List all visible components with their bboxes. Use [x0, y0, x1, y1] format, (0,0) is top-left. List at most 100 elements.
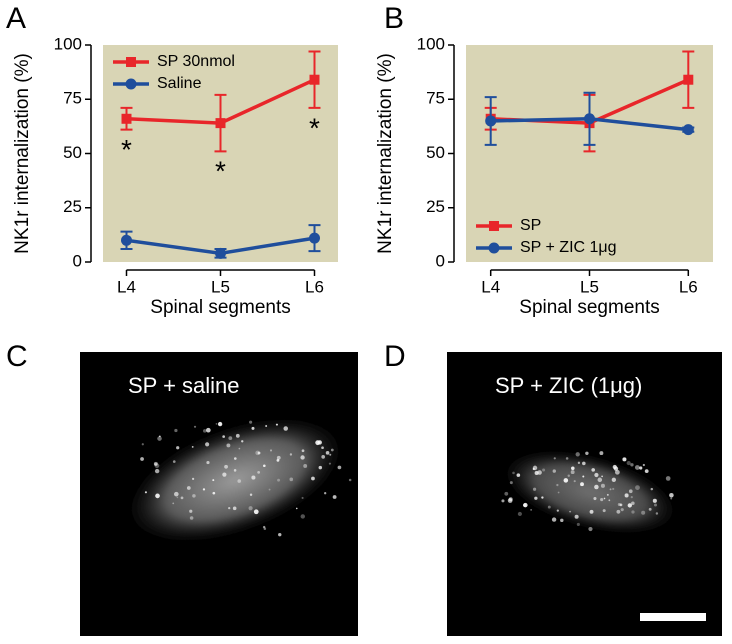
marker	[309, 232, 320, 244]
speckle	[202, 488, 206, 491]
speckle	[180, 496, 184, 500]
speckle	[332, 495, 337, 499]
speckle	[277, 478, 281, 482]
speckle	[569, 510, 572, 513]
speckle	[222, 435, 225, 438]
speckle	[611, 477, 617, 482]
speckle	[141, 443, 144, 446]
speckle	[648, 507, 652, 511]
speckle	[501, 499, 505, 503]
speckle	[594, 472, 599, 478]
speckle	[614, 469, 620, 475]
speckle	[552, 469, 556, 473]
speckle	[628, 489, 633, 494]
speckle	[669, 493, 674, 498]
speckle	[235, 433, 240, 438]
speckle	[237, 479, 242, 483]
speckle	[576, 522, 580, 527]
speckle	[253, 509, 259, 515]
speckle	[257, 471, 261, 474]
speckle	[631, 501, 635, 506]
speckle	[251, 426, 255, 430]
marker	[309, 74, 320, 85]
speckle	[193, 425, 197, 428]
speckle	[650, 487, 654, 491]
y-axis-label: NK1r internalization (%)	[375, 53, 396, 254]
speckle	[655, 512, 659, 515]
speckle	[589, 509, 594, 514]
speckle	[224, 464, 228, 469]
speckle	[289, 477, 294, 482]
speckle	[283, 426, 288, 431]
speckle	[507, 498, 513, 503]
y-tick-label: 50	[63, 143, 82, 162]
speckle	[154, 463, 160, 469]
speckle	[303, 464, 308, 468]
speckle	[547, 505, 551, 509]
speckle	[532, 487, 537, 491]
speckle	[329, 453, 332, 456]
speckle	[573, 480, 576, 483]
x-tick-label: L6	[679, 277, 698, 296]
speckle	[321, 446, 324, 450]
speckle	[670, 497, 673, 500]
speckle	[516, 473, 521, 477]
speckle	[226, 443, 231, 448]
speckle	[159, 435, 161, 438]
speckle	[620, 508, 624, 512]
speckle	[212, 479, 215, 482]
speckle	[289, 453, 293, 456]
x-axis-label: Spinal segments	[150, 297, 290, 318]
panel-label: C	[6, 340, 28, 373]
speckle	[585, 451, 589, 455]
speckle	[563, 478, 569, 483]
speckle	[324, 492, 327, 495]
cell-image	[120, 414, 352, 546]
speckle	[265, 425, 268, 427]
legend-label: SP 30nmol	[157, 53, 235, 70]
y-tick-label: 75	[63, 89, 82, 108]
speckle	[249, 420, 253, 424]
image-caption: SP + ZIC (1μg)	[495, 373, 642, 398]
speckle	[599, 451, 604, 456]
speckle	[174, 491, 179, 497]
speckle	[575, 452, 580, 457]
x-tick-label: L4	[481, 277, 500, 296]
speckle	[644, 469, 649, 474]
speckle	[665, 476, 671, 481]
y-tick-label: 100	[54, 34, 82, 53]
speckle	[534, 470, 539, 475]
speckle	[541, 496, 544, 499]
legend-label: Saline	[157, 75, 202, 92]
speckle	[215, 423, 218, 425]
marker	[121, 234, 132, 246]
speckle	[144, 491, 147, 494]
speckle	[337, 465, 342, 470]
speckle	[593, 496, 597, 501]
speckle	[600, 498, 604, 502]
speckle	[222, 472, 227, 477]
speckle	[330, 448, 334, 452]
speckle	[597, 477, 603, 483]
speckle	[612, 487, 615, 490]
speckle	[300, 514, 306, 519]
speckle	[641, 510, 646, 515]
image-caption: SP + saline	[128, 373, 240, 398]
speckle	[172, 460, 176, 463]
y-tick-label: 50	[426, 143, 445, 162]
speckle	[228, 507, 231, 510]
speckle	[241, 440, 244, 443]
speckle	[556, 483, 559, 487]
speckle	[577, 461, 581, 465]
speckle	[325, 451, 330, 455]
speckle	[588, 526, 593, 532]
speckle	[624, 493, 629, 498]
speckle	[238, 447, 241, 450]
speckle	[275, 423, 278, 426]
speckle	[551, 517, 557, 522]
speckle	[300, 455, 305, 460]
speckle	[634, 465, 640, 470]
legend-marker	[489, 221, 499, 231]
speckle	[582, 475, 585, 478]
speckle	[157, 436, 162, 441]
